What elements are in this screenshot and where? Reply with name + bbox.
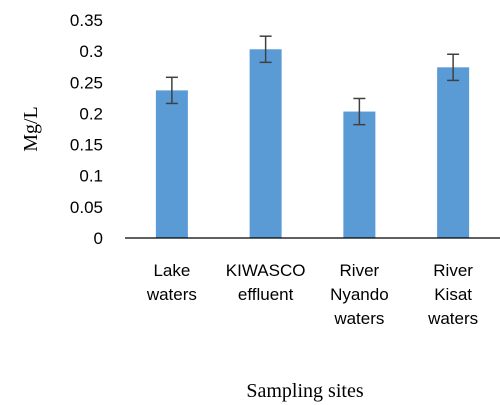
x-category-label: Nyando xyxy=(330,285,389,304)
bar xyxy=(249,49,282,238)
y-tick-label: 0.2 xyxy=(79,104,103,123)
x-category-label: River xyxy=(433,261,473,280)
x-category-label: River xyxy=(340,261,380,280)
x-category-label: Lake xyxy=(153,261,190,280)
bar xyxy=(437,67,470,238)
y-tick-label: 0 xyxy=(94,229,103,248)
y-tick-label: 0.3 xyxy=(79,42,103,61)
x-category-label: Kisat xyxy=(434,285,472,304)
y-tick-label: 0.1 xyxy=(79,167,103,186)
x-category-label: waters xyxy=(146,285,197,304)
y-tick-label: 0.25 xyxy=(70,73,103,92)
x-category-label: waters xyxy=(427,309,478,328)
bar xyxy=(343,111,376,238)
x-category-label: waters xyxy=(333,309,384,328)
y-axis-title: Mg/L xyxy=(20,106,42,152)
bar xyxy=(155,90,188,238)
y-tick-label: 0.15 xyxy=(70,136,103,155)
x-axis-title: Sampling sites xyxy=(246,380,363,402)
y-tick-label: 0.35 xyxy=(70,11,103,30)
y-tick-label: 0.05 xyxy=(70,198,103,217)
x-category-label: effluent xyxy=(238,285,294,304)
x-category-label: KIWASCO xyxy=(226,261,306,280)
